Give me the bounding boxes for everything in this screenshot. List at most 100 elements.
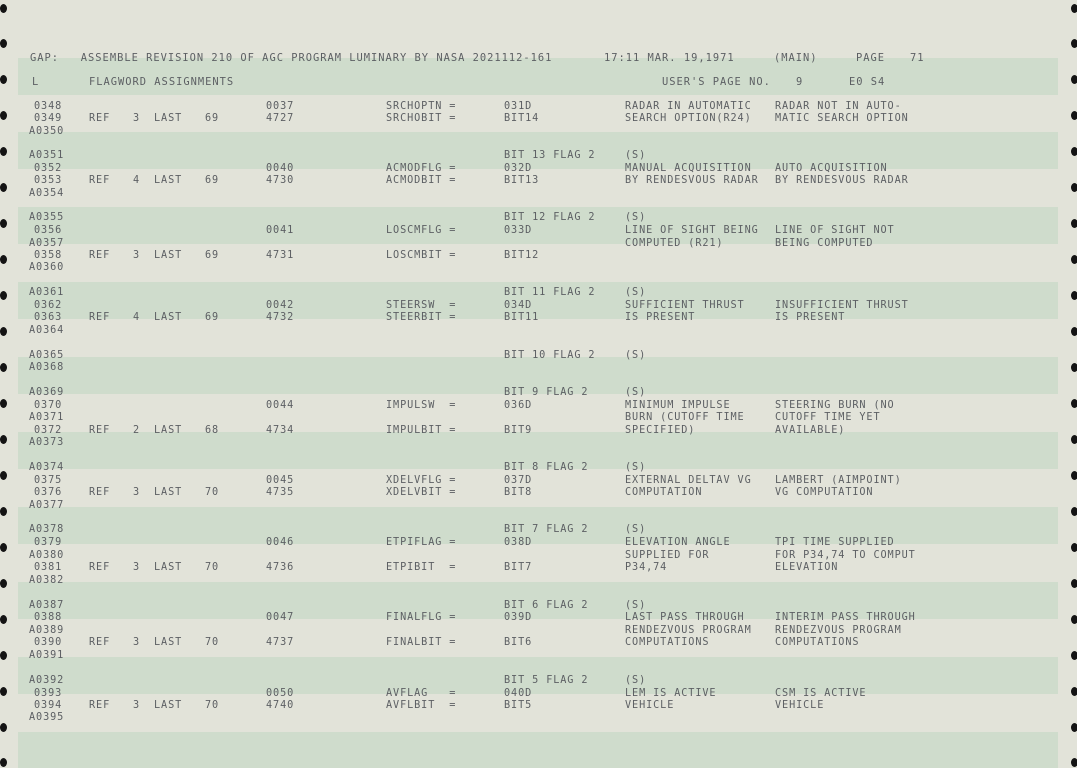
address: 4731 bbox=[266, 250, 295, 261]
value: 036D bbox=[504, 400, 533, 411]
green-bar bbox=[18, 432, 1058, 469]
feed-hole bbox=[1071, 219, 1077, 228]
symbol: SRCHOBIT = bbox=[386, 113, 457, 124]
symbol: AVFLBIT = bbox=[386, 700, 457, 711]
reset-description: AVAILABLE) bbox=[775, 425, 846, 436]
line-number: A0373 bbox=[29, 437, 65, 448]
set-description: COMPUTATIONS bbox=[625, 637, 710, 648]
feed-hole bbox=[1071, 183, 1077, 192]
feed-hole bbox=[1071, 579, 1077, 588]
set-description: MANUAL ACQUISITION bbox=[625, 163, 752, 174]
set-description: ELEVATION ANGLE bbox=[625, 537, 731, 548]
feed-hole bbox=[1071, 399, 1077, 408]
reset-description: BY RENDESVOUS RADAR bbox=[775, 175, 909, 186]
address: 4736 bbox=[266, 562, 295, 573]
ref-count: 3 bbox=[133, 637, 141, 648]
line-number: A0387 bbox=[29, 600, 65, 611]
listing-line: 0363 REF 4 LAST 69 4732 STEERBIT = BIT11 IS PRES… bbox=[0, 312, 1077, 324]
feed-hole bbox=[1071, 543, 1077, 552]
address: 0050 bbox=[266, 688, 295, 699]
feed-hole bbox=[1071, 758, 1077, 767]
address: 4730 bbox=[266, 175, 295, 186]
listing-line: 0352 0040 ACMODFLG = 032D MANUAL ACQUISITION… bbox=[0, 163, 1077, 175]
value: 031D bbox=[504, 101, 533, 112]
line-number: A0380 bbox=[29, 550, 65, 561]
line-number: A0389 bbox=[29, 625, 65, 636]
symbol: XDELVBIT = bbox=[386, 487, 457, 498]
last-year: 68 bbox=[205, 425, 220, 436]
listing-line: 0379 0046 ETPIFLAG = 038D ELEVATION ANGLE TPI… bbox=[0, 537, 1077, 549]
feed-hole bbox=[0, 435, 7, 444]
line-number: A0360 bbox=[29, 262, 65, 273]
listing-line: A0364 bbox=[0, 325, 1077, 337]
listing-line: A0374 BIT 8 FLAG 2 (S) bbox=[0, 462, 1077, 474]
set-description: (S) bbox=[625, 350, 647, 361]
value: BIT8 bbox=[504, 487, 533, 498]
feed-hole bbox=[1071, 687, 1077, 696]
listing-line: A0382 bbox=[0, 575, 1077, 587]
last-marker: LAST bbox=[154, 637, 183, 648]
listing-line: 0375 0045 XDELVFLG = 037D EXTERNAL DELTAV VG… bbox=[0, 475, 1077, 487]
feed-hole bbox=[0, 471, 7, 480]
line-number: A0351 bbox=[29, 150, 65, 161]
address: 4740 bbox=[266, 700, 295, 711]
set-description: (S) bbox=[625, 600, 647, 611]
feed-hole bbox=[1071, 291, 1077, 300]
last-marker: LAST bbox=[154, 250, 183, 261]
value: BIT11 bbox=[504, 312, 540, 323]
set-description: (S) bbox=[625, 150, 647, 161]
reset-description: FOR P34,74 TO COMPUT bbox=[775, 550, 916, 561]
listing-line: 0362 0042 STEERSW = 034D SUFFICIENT THRUST IN… bbox=[0, 300, 1077, 312]
line-number: A0369 bbox=[29, 387, 65, 398]
set-description: LINE OF SIGHT BEING bbox=[625, 225, 759, 236]
line-number: 0370 bbox=[34, 400, 63, 411]
ref-marker: REF bbox=[89, 425, 111, 436]
value: 032D bbox=[504, 163, 533, 174]
last-year: 70 bbox=[205, 487, 220, 498]
set-description: IS PRESENT bbox=[625, 312, 696, 323]
set-description: MINIMUM IMPULSE bbox=[625, 400, 731, 411]
value: BIT7 bbox=[504, 562, 533, 573]
set-description: RADAR IN AUTOMATIC bbox=[625, 101, 752, 112]
ref-count: 3 bbox=[133, 700, 141, 711]
listing-line: A0354 bbox=[0, 188, 1077, 200]
listing-line: A0377 bbox=[0, 500, 1077, 512]
reset-description: VG COMPUTATION bbox=[775, 487, 874, 498]
address: 0044 bbox=[266, 400, 295, 411]
set-description: COMPUTATION bbox=[625, 487, 703, 498]
listing-line: A0355 BIT 12 FLAG 2 (S) bbox=[0, 212, 1077, 224]
reset-description: BEING COMPUTED bbox=[775, 238, 874, 249]
symbol: LOSCMBIT = bbox=[386, 250, 457, 261]
feed-hole bbox=[1071, 111, 1077, 120]
ref-count: 3 bbox=[133, 113, 141, 124]
listing-line: 0372 REF 2 LAST 68 4734 IMPULBIT = BIT9 SPECIFIE… bbox=[0, 425, 1077, 437]
feed-hole bbox=[0, 39, 7, 48]
listing-line: A0360 bbox=[0, 262, 1077, 274]
feed-hole bbox=[1071, 75, 1077, 84]
set-description: RENDEZVOUS PROGRAM bbox=[625, 625, 752, 636]
feed-hole bbox=[0, 615, 7, 624]
ref-marker: REF bbox=[89, 562, 111, 573]
line-number: 0390 bbox=[34, 637, 63, 648]
set-description: BURN (CUTOFF TIME bbox=[625, 412, 745, 423]
listing-line: A0368 bbox=[0, 362, 1077, 374]
listing-line: 0376 REF 3 LAST 70 4735 XDELVBIT = BIT8 COMPUTAT… bbox=[0, 487, 1077, 499]
ref-count: 4 bbox=[133, 312, 141, 323]
listing-line: A0365 BIT 10 FLAG 2 (S) bbox=[0, 350, 1077, 362]
feed-hole bbox=[0, 399, 7, 408]
last-marker: LAST bbox=[154, 113, 183, 124]
line-type-label: L bbox=[32, 76, 40, 88]
line-number: A0377 bbox=[29, 500, 65, 511]
value: BIT13 bbox=[504, 175, 540, 186]
section-title: FLAGWORD ASSIGNMENTS bbox=[89, 76, 235, 88]
value: BIT 6 FLAG 2 bbox=[504, 600, 589, 611]
users-page-label: USER'S PAGE NO. bbox=[662, 76, 771, 88]
set-description: SEARCH OPTION(R24) bbox=[625, 113, 752, 124]
line-number: 0394 bbox=[34, 700, 63, 711]
users-page-number: 9 bbox=[796, 76, 804, 88]
reset-description: LAMBERT (AIMPOINT) bbox=[775, 475, 902, 486]
reset-description: INSUFFICIENT THRUST bbox=[775, 300, 909, 311]
address: 4737 bbox=[266, 637, 295, 648]
symbol: LOSCMFLG = bbox=[386, 225, 457, 236]
value: BIT14 bbox=[504, 113, 540, 124]
